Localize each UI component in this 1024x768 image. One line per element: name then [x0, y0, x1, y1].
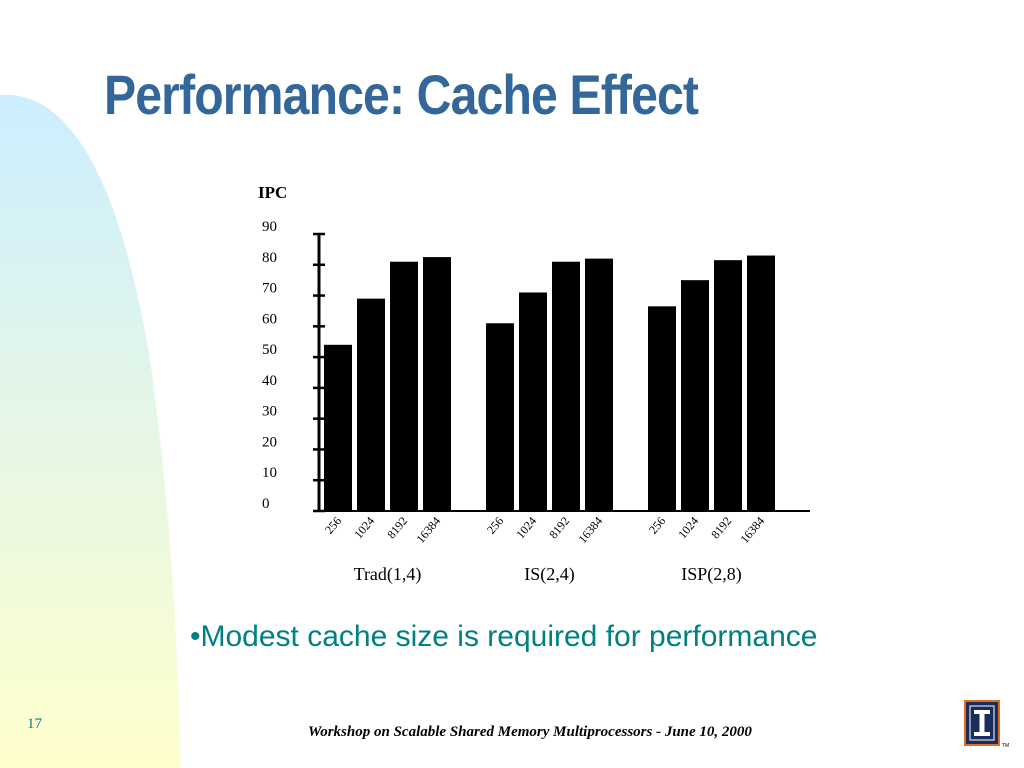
svg-text:TM: TM: [1002, 743, 1009, 749]
y-tick-label-40: 40: [262, 373, 277, 389]
bar-0-16384: [423, 257, 451, 511]
bullet-point: •Modest cache size is required for perfo…: [190, 620, 818, 653]
y-tick-label-10: 10: [262, 465, 277, 481]
x-tick-label-1-16384: 16384: [575, 514, 605, 546]
x-tick-label-2-1024: 1024: [675, 514, 701, 541]
y-tick-label-70: 70: [262, 281, 277, 297]
bar-1-1024: [519, 292, 547, 511]
bar-0-8192: [390, 261, 418, 511]
x-tick-label-2-16384: 16384: [737, 514, 767, 546]
x-tick-label-1-8192: 8192: [546, 514, 572, 541]
y-tick-label-50: 50: [262, 342, 277, 358]
x-tick-label-1-1024: 1024: [513, 514, 539, 541]
y-tick-label-0: 0: [262, 496, 270, 512]
slide-number: 17: [27, 716, 42, 732]
y-tick-label-80: 80: [262, 250, 277, 266]
x-tick-label-1-256: 256: [484, 514, 506, 537]
slide-footer: Workshop on Scalable Shared Memory Multi…: [308, 724, 752, 740]
university-of-illinois-logo: TM: [964, 700, 1009, 749]
y-tick-label-30: 30: [262, 404, 277, 420]
bar-1-16384: [585, 258, 613, 511]
group-label-0: Trad(1,4): [354, 564, 422, 585]
bar-1-8192: [552, 261, 580, 511]
background-swoosh: [0, 94, 180, 768]
y-tick-label-20: 20: [262, 434, 277, 450]
x-tick-label-0-8192: 8192: [384, 514, 410, 541]
group-label-2: ISP(2,8): [681, 564, 742, 585]
x-tick-label-0-256: 256: [322, 514, 344, 537]
bar-2-16384: [747, 255, 775, 511]
y-tick-label-60: 60: [262, 311, 277, 327]
bar-2-256: [648, 306, 676, 511]
x-tick-label-0-16384: 16384: [413, 514, 443, 546]
bar-0-1024: [357, 298, 385, 511]
slide-title: Performance: Cache Effect: [104, 63, 699, 126]
bar-2-1024: [681, 280, 709, 511]
group-label-1: IS(2,4): [524, 564, 575, 585]
x-tick-label-2-8192: 8192: [708, 514, 734, 541]
y-axis-title: IPC: [258, 183, 287, 202]
bar-2-8192: [714, 260, 742, 511]
bar-0-256: [324, 344, 352, 511]
x-tick-label-2-256: 256: [646, 514, 668, 537]
x-tick-label-0-1024: 1024: [351, 514, 377, 541]
bar-1-256: [486, 323, 514, 511]
y-tick-label-90: 90: [262, 219, 277, 235]
